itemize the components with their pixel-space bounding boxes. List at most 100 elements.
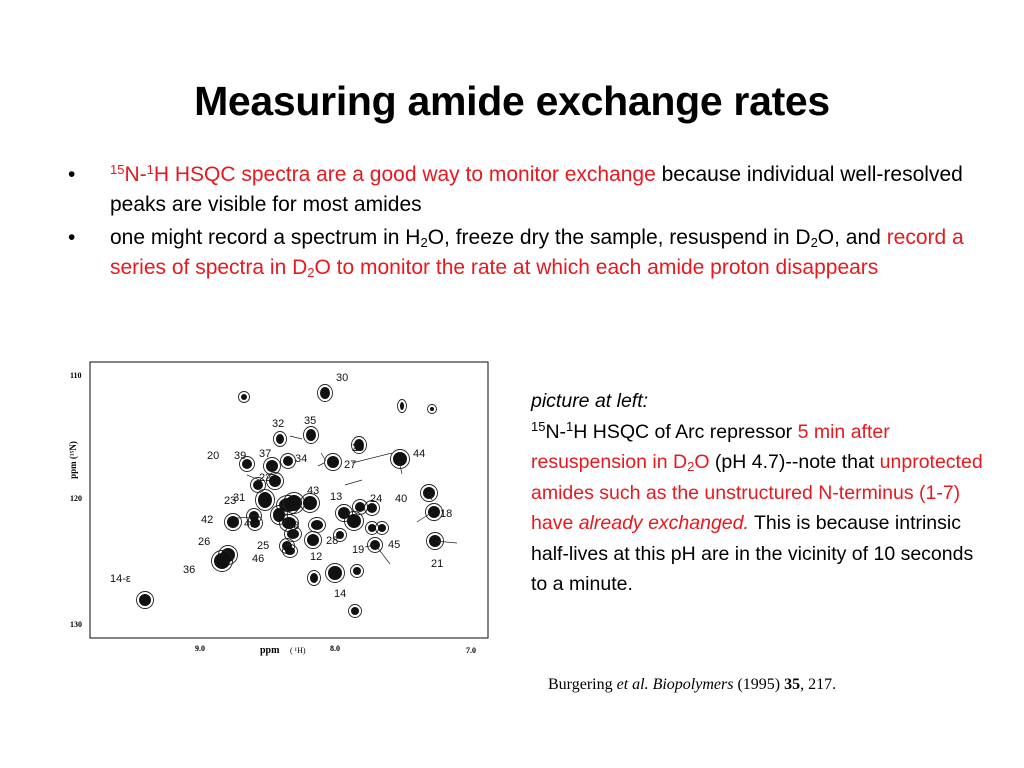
leader-line (429, 492, 433, 501)
leader-line (376, 546, 391, 565)
peak-label: 40 (395, 493, 407, 505)
peak-label: 14-ε (110, 573, 131, 585)
y-tick-label: 110 (70, 371, 82, 380)
leader-line (351, 452, 393, 464)
peak-contour-ring (333, 528, 347, 542)
text-run: O, and (817, 226, 887, 249)
hsqc-spectrum-figure: ppm (¹⁵N) 110 120 130 9.0 8.0 7.0 ppm ( … (62, 335, 502, 665)
peak-contour (353, 567, 361, 575)
peak-contour (400, 402, 404, 410)
peak-label: 27 (344, 459, 356, 471)
peak-contour-ring (348, 604, 362, 618)
text-run: one might record a spectrum in H (110, 226, 421, 249)
peak-label: 20 (207, 450, 219, 462)
peak-label: 30 (336, 372, 348, 384)
peak-contour-ring (364, 500, 380, 516)
peak-contour-ring (325, 563, 345, 583)
peak-contour-ring (427, 404, 437, 414)
x-tick-label: 8.0 (330, 644, 340, 653)
text-run: 1 (146, 162, 154, 177)
text-run: H HSQC spectra are a good way to monitor… (153, 163, 656, 186)
peak-contour (227, 516, 239, 528)
y-tick-label: 130 (70, 620, 82, 629)
peak-contour (250, 518, 260, 528)
text-run: Burgering (548, 676, 617, 693)
text-run: already exchanged. (578, 512, 749, 534)
peak-contour-ring (255, 489, 275, 511)
peak-label: 21 (431, 558, 443, 570)
text-run: 2 (687, 459, 695, 474)
peak-contour-ring (324, 453, 342, 471)
peak-contour-ring (304, 531, 322, 549)
text-run: O, freeze dry the sample, resuspend in D (427, 226, 811, 249)
peak-contour (393, 452, 407, 466)
peak-contour (310, 573, 318, 583)
peak-contour-ring (365, 521, 379, 535)
peak-label: 12 (310, 551, 322, 563)
peak-contour (355, 502, 365, 512)
peak-contour-ring (367, 537, 383, 553)
bullet-item-2: • one might record a spectrum in H 2O, fr… (68, 223, 968, 283)
y-tick-label: 120 (70, 494, 82, 503)
text-run: because individual well-resolved peaks a… (110, 163, 963, 216)
peak-contour (328, 566, 342, 580)
bullet-item-1: • 15N-1H HSQC spectra are a good way to … (68, 160, 968, 220)
peak-contour-ring (350, 564, 364, 578)
peak-label: 44 (413, 448, 425, 460)
peak-label: 37 (259, 448, 271, 460)
peak-label: 45 (388, 539, 400, 551)
peak-contour (338, 507, 350, 519)
peak-contour-ring (351, 436, 367, 454)
peak-contour-ring (420, 484, 438, 502)
peak-contour-ring (239, 456, 255, 472)
peak-label: 46 (252, 553, 264, 565)
peak-contour (428, 506, 440, 518)
peak-contour (311, 520, 323, 530)
x-axis-unit: ( ¹H) (290, 646, 306, 655)
peak-label: 38 (287, 520, 299, 532)
peak-contour (347, 514, 361, 528)
text-run: unprotected amides such as the unstructu… (531, 451, 983, 534)
peak-label: 42 (201, 514, 213, 526)
peak-contour-ring (300, 493, 320, 513)
peak-contour-ring (273, 431, 287, 447)
bullet-marker: • (68, 163, 76, 186)
peak-label: 22 (259, 472, 271, 484)
text-run: This is because intrinsic half-lives at … (531, 512, 974, 595)
bullet-marker: • (68, 226, 76, 249)
peak-contour (306, 429, 316, 441)
y-axis-label: ppm (¹⁵N) (68, 441, 78, 479)
peak-contour-ring (335, 504, 353, 522)
text-run: 2 (810, 235, 818, 250)
peak-label: 29 (352, 442, 364, 454)
peak-contour (378, 524, 386, 532)
leader-line (246, 474, 263, 482)
bullet-list: • 15N-1H HSQC spectra are a good way to … (68, 160, 968, 286)
leader-line (289, 435, 303, 440)
text-run: et al. Biopolymers (616, 676, 734, 693)
peak-label: 28 (326, 535, 338, 547)
peak-contour-ring (317, 384, 333, 402)
peak-contour (242, 459, 252, 469)
peak-label: 34 (295, 453, 307, 465)
leader-line (416, 510, 435, 523)
text-run: 15 (110, 162, 125, 177)
peak-contour (282, 517, 296, 529)
peak-contour (286, 495, 302, 511)
peak-contour (139, 594, 151, 606)
text-run: (pH 4.7)--note that (709, 451, 880, 473)
peak-contour (354, 439, 364, 451)
peak-contour-ring (303, 426, 319, 444)
peak-contour-ring (270, 505, 288, 525)
peak-label: 23 (224, 495, 236, 507)
text-run: record a series of spectra in D (110, 226, 964, 279)
text-run: H HSQC of Arc repressor (573, 420, 798, 443)
citation: Burgering et al. Biopolymers (1995) 35, … (548, 676, 836, 694)
peak-contour (320, 387, 330, 399)
peak-contour (266, 460, 278, 472)
peak-contour-ring (307, 570, 321, 586)
peak-contour (368, 524, 376, 532)
text-run: 35 (784, 676, 801, 693)
hsqc-spectrum-plot: ppm (¹⁵N) 110 120 130 9.0 8.0 7.0 ppm ( … (68, 361, 489, 656)
